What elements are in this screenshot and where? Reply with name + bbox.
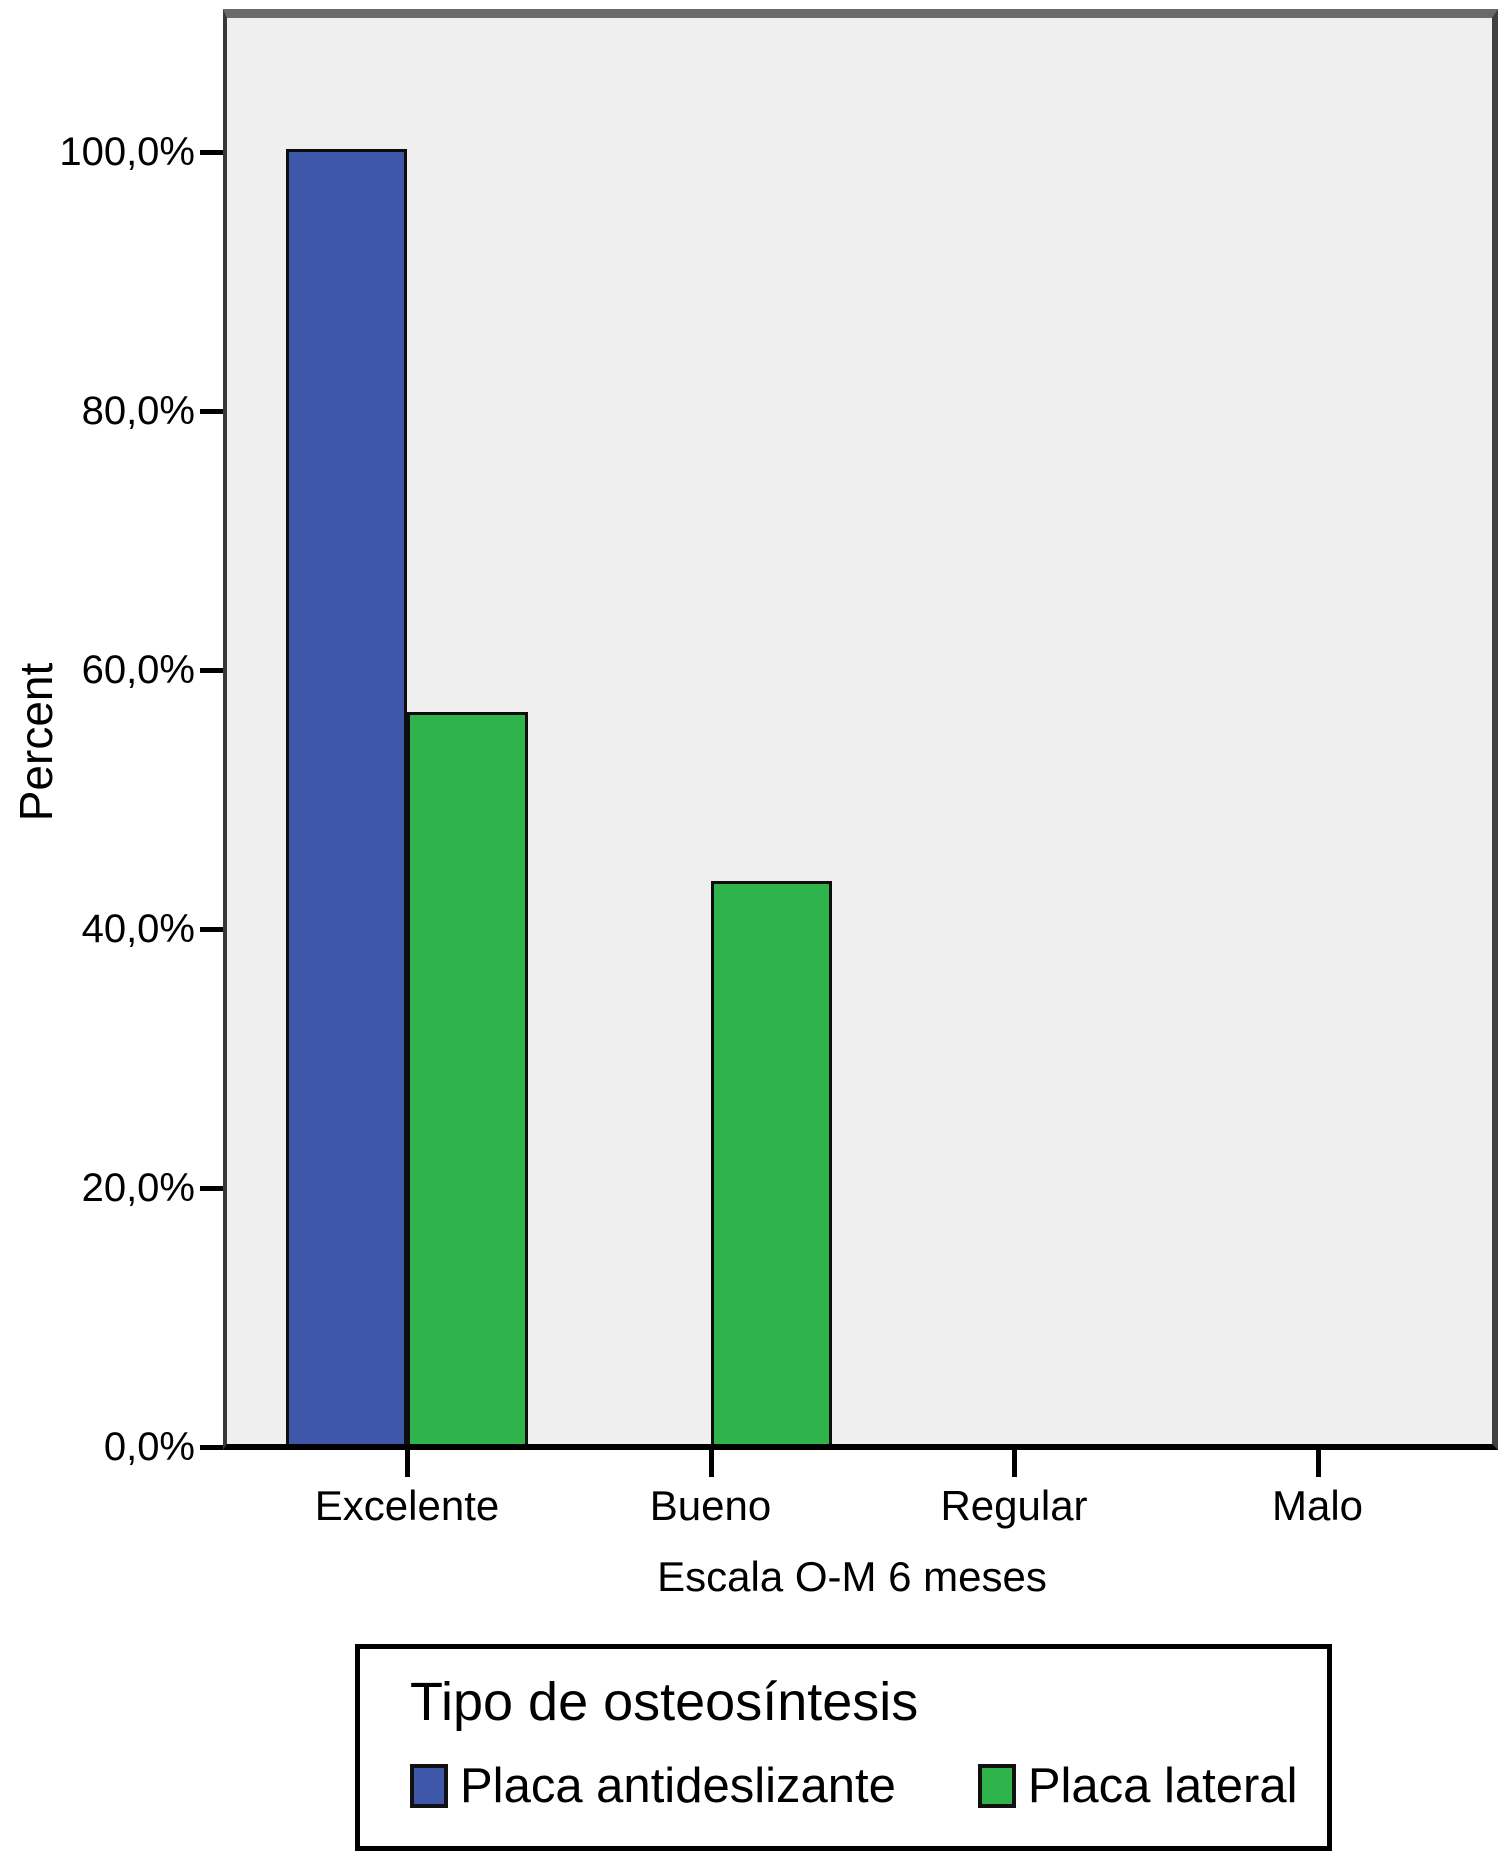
x-tick-mark-excelente (405, 1450, 410, 1477)
x-tick-label-excelente: Excelente (314, 1482, 500, 1529)
legend-swatch-placa-lateral (977, 1764, 1016, 1808)
y-tick-label-60: 60,0% (81, 648, 195, 692)
y-tick-mark-80 (200, 409, 223, 414)
y-tick-label-0: 0,0% (103, 1425, 195, 1469)
y-tick-label-80: 80,0% (81, 389, 195, 433)
x-tick-mark-regular (1012, 1450, 1017, 1477)
legend-entries: Placa antideslizante Placa lateral (410, 1760, 1327, 1812)
y-tick-mark-20 (200, 1186, 223, 1191)
y-tick-mark-0 (200, 1445, 223, 1450)
bar-placa-lateral-bueno (710, 881, 832, 1444)
legend-swatch-placa-antideslizante (410, 1764, 448, 1808)
x-tick-mark-malo (1315, 1450, 1321, 1477)
bar-placa-antideslizante-excelente (286, 149, 407, 1444)
y-tick-label-40: 40,0% (81, 907, 195, 951)
x-tick-label-malo: Malo (1271, 1482, 1364, 1529)
y-tick-label-100: 100,0% (59, 130, 195, 174)
y-tick-mark-100 (200, 150, 223, 155)
x-axis-title: Escala O-M 6 meses (657, 1553, 1047, 1600)
bar-placa-lateral-excelente (407, 712, 528, 1444)
legend-label-placa-lateral: Placa lateral (1027, 1759, 1298, 1813)
y-tick-mark-60 (200, 668, 223, 673)
legend-label-placa-antideslizante: Placa antideslizante (460, 1759, 896, 1813)
x-tick-label-regular: Regular (940, 1482, 1088, 1529)
plot-area (223, 9, 1498, 1450)
y-tick-mark-40 (200, 927, 223, 932)
legend-box: Tipo de osteosíntesis Placa antideslizan… (355, 1644, 1332, 1851)
x-tick-mark-bueno (708, 1450, 714, 1477)
legend-entry-placa-lateral: Placa lateral (977, 1759, 1298, 1813)
legend-entry-placa-antideslizante: Placa antideslizante (410, 1760, 896, 1812)
x-tick-label-bueno: Bueno (649, 1482, 772, 1529)
y-tick-label-20: 20,0% (81, 1166, 195, 1210)
legend-title: Tipo de osteosíntesis (410, 1672, 919, 1732)
